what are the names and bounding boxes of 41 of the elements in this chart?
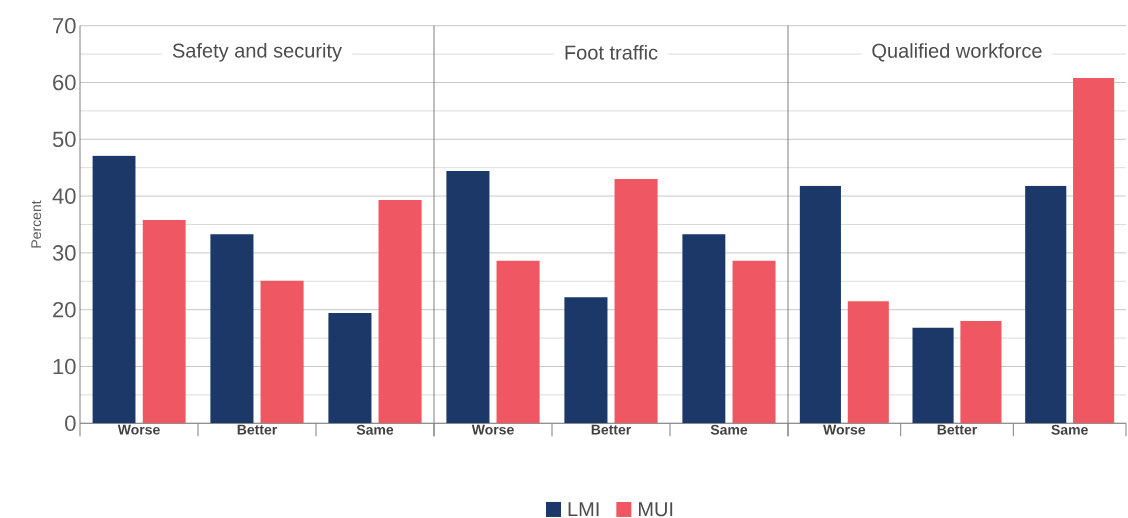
bar [328, 313, 372, 424]
y-tick-label: 40 [52, 188, 76, 204]
bar [92, 155, 136, 424]
x-tick-label: Worse [471, 424, 514, 435]
text: Foot traffic [565, 44, 658, 60]
x-tick-label: Worse [117, 424, 160, 435]
bar [682, 234, 726, 424]
y-tick-label: 60 [53, 74, 76, 91]
bar [799, 185, 841, 424]
x-tick-label: Worse [823, 424, 866, 435]
x-tick-label: Same [1051, 424, 1088, 435]
bar [446, 171, 490, 424]
bar [847, 301, 889, 424]
x-tick-label: Same [710, 424, 748, 435]
y-tick-label: 70 [53, 17, 76, 34]
text: Qualified workforce [872, 43, 1042, 62]
x-tick-label: Better [591, 424, 632, 435]
x-tick-label: Better [237, 424, 278, 435]
bar [912, 327, 954, 424]
x-tick-label: Better [937, 424, 978, 435]
bar [210, 234, 254, 424]
bar [496, 260, 540, 424]
bar [732, 260, 776, 424]
y-tick-label: 20 [53, 301, 76, 318]
bar [960, 321, 1002, 424]
y-tick-label: 10 [53, 358, 76, 375]
bar [614, 179, 658, 424]
bar [564, 297, 608, 424]
bar [142, 219, 186, 424]
text: Safety and security [172, 43, 342, 62]
legend-label: MUI [638, 502, 673, 517]
x-tick-label: Same [356, 424, 394, 435]
bar [1025, 185, 1067, 424]
bar [378, 200, 422, 424]
y-tick-label: 30 [52, 245, 76, 261]
y-tick-label: 50 [52, 131, 76, 148]
y-axis-title: Percent [31, 200, 42, 248]
y-tick-label: 0 [65, 415, 76, 432]
legend-label: LMI [568, 502, 599, 517]
bar [260, 280, 304, 424]
bar [1073, 77, 1115, 424]
